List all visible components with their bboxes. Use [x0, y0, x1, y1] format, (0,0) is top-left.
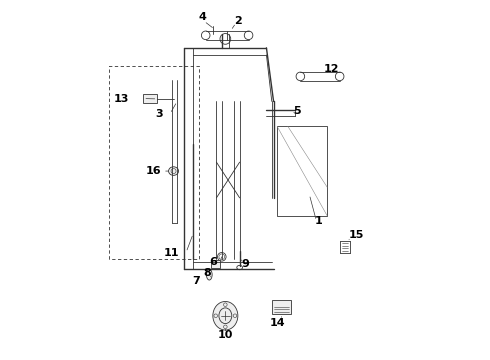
- Text: 6: 6: [209, 257, 217, 267]
- Ellipse shape: [218, 252, 226, 261]
- Ellipse shape: [213, 301, 238, 330]
- Ellipse shape: [206, 269, 212, 280]
- Text: 11: 11: [163, 248, 179, 258]
- Text: 4: 4: [198, 13, 206, 22]
- Text: 3: 3: [155, 109, 163, 119]
- Bar: [272, 300, 292, 314]
- Ellipse shape: [169, 167, 178, 175]
- Text: 5: 5: [293, 106, 301, 116]
- Text: 16: 16: [146, 166, 161, 176]
- Text: 2: 2: [234, 16, 242, 26]
- Text: 7: 7: [193, 276, 200, 286]
- Text: 9: 9: [242, 259, 249, 269]
- Text: 15: 15: [348, 230, 364, 240]
- Bar: [277, 126, 327, 216]
- Text: 10: 10: [218, 330, 233, 341]
- Text: 8: 8: [203, 268, 211, 278]
- Bar: [211, 260, 220, 267]
- Text: 12: 12: [323, 64, 339, 74]
- Bar: [143, 94, 157, 103]
- Text: 14: 14: [270, 318, 286, 328]
- Text: 1: 1: [315, 216, 322, 226]
- Text: 13: 13: [114, 94, 129, 104]
